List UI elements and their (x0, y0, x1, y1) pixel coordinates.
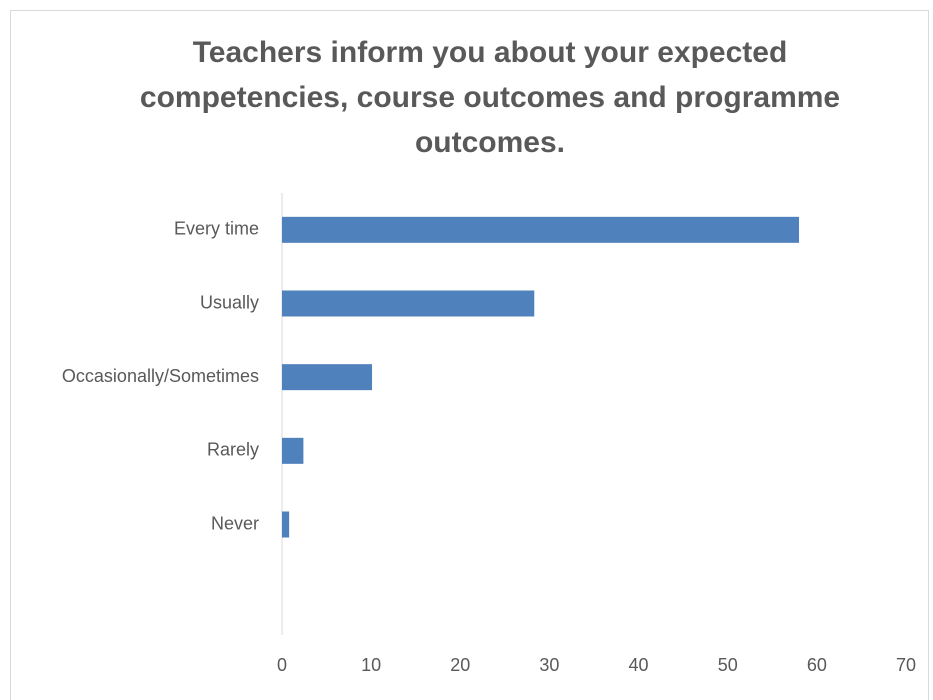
x-tick-label: 60 (807, 655, 827, 675)
bar (282, 364, 373, 391)
x-tick-label: 10 (361, 655, 381, 675)
bar (282, 216, 800, 243)
y-tick-label: Every time (174, 219, 259, 239)
x-tick-label: 30 (539, 655, 559, 675)
bar (282, 290, 535, 317)
y-tick-label: Rarely (207, 440, 259, 460)
x-tick-label: 20 (450, 655, 470, 675)
y-tick-label: Usually (200, 292, 259, 312)
bar (282, 437, 304, 464)
y-tick-label: Occasionally/Sometimes (62, 366, 259, 386)
x-tick-label: 40 (629, 655, 649, 675)
chart-frame (10, 10, 929, 700)
x-tick-label: 70 (896, 655, 916, 675)
chart-title: Teachers inform you about your expected … (139, 36, 841, 159)
bar (282, 511, 290, 538)
x-tick-label: 0 (277, 655, 287, 675)
x-tick-label: 50 (718, 655, 738, 675)
y-tick-label: Never (211, 513, 259, 533)
